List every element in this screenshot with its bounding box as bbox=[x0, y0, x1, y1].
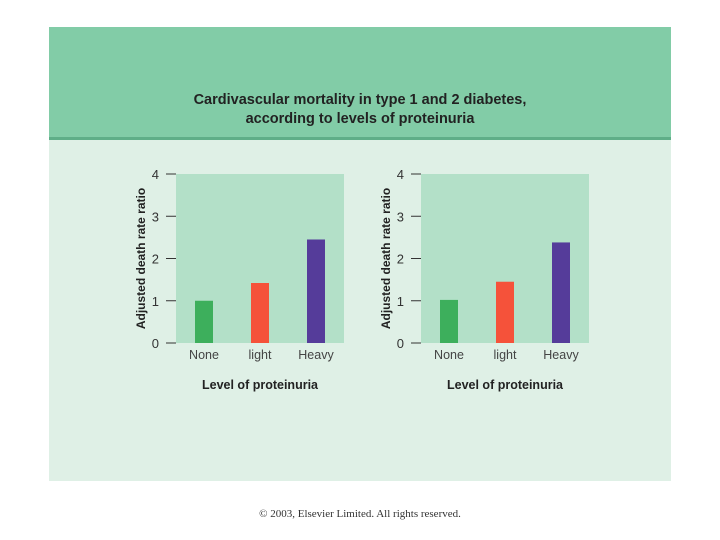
x-tick-label: None bbox=[189, 348, 219, 362]
x-tick-label: Heavy bbox=[543, 348, 579, 362]
bar-heavy bbox=[552, 242, 570, 343]
bar-light bbox=[251, 283, 269, 343]
bar-none bbox=[440, 299, 458, 343]
x-tick-label: light bbox=[249, 348, 272, 362]
bar-heavy bbox=[307, 239, 325, 343]
x-tick-label: Heavy bbox=[298, 348, 334, 362]
chart-title-line-2: according to levels of proteinuria bbox=[245, 111, 475, 127]
y-tick-label: 3 bbox=[152, 209, 159, 224]
y-tick-label: 2 bbox=[152, 252, 159, 267]
chart-title: Cardivascular mortality in type 1 and 2 … bbox=[49, 91, 671, 129]
y-tick-label: 3 bbox=[397, 209, 404, 224]
y-tick-label: 1 bbox=[397, 294, 404, 309]
bar-chart-type2: 0 1 2 3 4 Adjusted death rate ratio None light H… bbox=[379, 167, 589, 392]
bar-chart-type1: 0 1 2 3 4 Adjusted death rate ratio None light H… bbox=[134, 167, 344, 392]
bar-light bbox=[496, 281, 514, 343]
copyright-notice: © 2003, Elsevier Limited. All rights res… bbox=[259, 508, 461, 520]
x-axis-label: Level of proteinuria bbox=[202, 378, 319, 392]
y-tick-label: 4 bbox=[152, 167, 159, 182]
bar-none bbox=[195, 300, 213, 343]
y-tick-label: 0 bbox=[397, 336, 404, 351]
x-axis-label: Level of proteinuria bbox=[447, 378, 564, 392]
x-tick-label: None bbox=[434, 348, 464, 362]
y-axis-label: Adjusted death rate ratio bbox=[379, 188, 393, 329]
chart-title-line-1: Cardivascular mortality in type 1 and 2 … bbox=[193, 92, 527, 108]
y-tick-label: 2 bbox=[397, 252, 404, 267]
y-tick-label: 1 bbox=[152, 294, 159, 309]
y-axis-label: Adjusted death rate ratio bbox=[134, 188, 148, 329]
y-tick-label: 0 bbox=[152, 336, 159, 351]
title-banner: Cardivascular mortality in type 1 and 2 … bbox=[49, 27, 671, 140]
y-tick-label: 4 bbox=[397, 167, 404, 182]
x-tick-label: light bbox=[494, 348, 517, 362]
